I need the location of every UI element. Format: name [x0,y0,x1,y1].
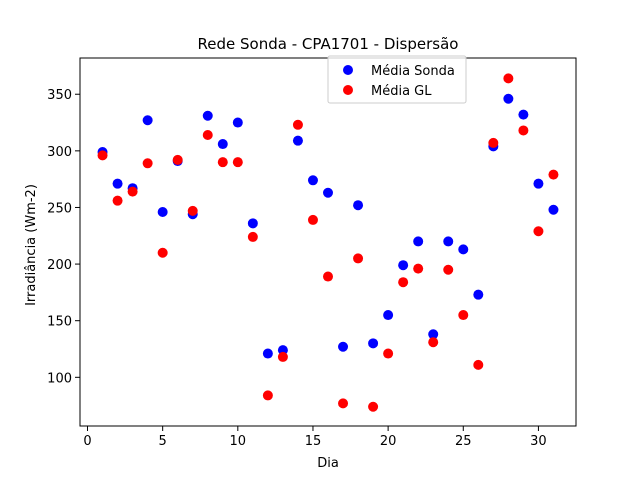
series-media-sonda [97,93,559,359]
point-media-gl [353,253,364,264]
point-media-sonda [307,175,318,186]
point-media-sonda [262,348,273,359]
point-media-gl [127,186,138,197]
point-media-gl [307,214,318,225]
point-media-gl [97,150,108,161]
point-media-gl [277,351,288,362]
point-media-sonda [383,310,394,321]
x-tick-label: 0 [83,434,91,449]
point-media-gl [443,264,454,275]
y-axis-label: Irradiância (Wm-2) [24,184,39,306]
point-media-sonda [398,260,409,271]
point-media-sonda [443,236,454,247]
chart-title: Rede Sonda - CPA1701 - Dispersão [198,35,459,53]
point-media-sonda [533,178,544,189]
point-media-gl [172,154,183,165]
point-media-gl [488,137,499,148]
point-media-sonda [112,178,123,189]
point-media-sonda [413,236,424,247]
point-media-gl [112,195,123,206]
y-tick-label: 300 [47,145,72,160]
point-media-gl [518,125,529,136]
point-media-gl [262,390,273,401]
point-media-gl [533,226,544,237]
y-tick-label: 350 [47,88,72,103]
x-tick-label: 25 [455,434,472,449]
x-axis-label: Dia [317,456,339,471]
point-media-sonda [368,338,379,349]
legend-label-media-gl: Média GL [371,84,432,99]
point-media-sonda [503,93,514,104]
legend-label-media-sonda: Média Sonda [371,64,455,79]
plot-area: 0 5 10 15 20 25 30 100 150 200 250 300 350 [47,57,577,449]
legend-marker-media-gl [343,85,353,95]
x-tick-label: 10 [230,434,247,449]
point-media-sonda [292,135,303,146]
point-media-sonda [202,110,213,121]
x-tick-label: 5 [159,434,167,449]
point-media-sonda [518,109,529,120]
point-media-sonda [548,204,559,215]
legend-box [327,55,467,104]
point-media-gl [548,169,559,180]
point-media-gl [157,247,168,258]
point-media-gl [428,337,439,348]
point-media-sonda [157,206,168,217]
y-tick-label: 200 [47,258,72,273]
legend-marker-media-sonda [343,65,353,75]
point-media-sonda [247,218,258,229]
y-tick-label: 250 [47,201,72,216]
point-media-sonda [217,139,228,150]
point-media-sonda [473,289,484,300]
point-media-gl [368,401,379,412]
y-tick-label: 100 [47,371,72,386]
point-media-gl [413,263,424,274]
point-media-sonda [142,115,153,126]
point-media-gl [247,231,258,242]
point-media-gl [338,398,349,409]
point-media-sonda [232,117,243,128]
point-media-gl [187,205,198,216]
point-media-gl [383,348,394,359]
point-media-gl [323,271,333,282]
point-media-gl [142,158,153,169]
point-media-gl [473,359,484,370]
point-media-gl [202,129,213,140]
point-media-sonda [353,200,364,211]
point-media-sonda [428,329,439,340]
point-media-gl [458,310,469,321]
x-tick-label: 20 [380,434,397,449]
point-media-sonda [323,187,333,198]
y-tick-label: 150 [47,315,72,330]
point-media-gl [217,157,228,168]
point-media-gl [292,119,303,130]
point-media-gl [398,277,409,288]
point-media-sonda [338,341,349,352]
point-media-gl [232,157,243,168]
series-media-gl [97,73,559,412]
point-media-gl [503,73,514,84]
legend: Média Sonda Média GL [327,55,467,104]
point-media-sonda [458,244,469,255]
x-tick-label: 15 [305,434,322,449]
x-tick-label: 30 [530,434,547,449]
